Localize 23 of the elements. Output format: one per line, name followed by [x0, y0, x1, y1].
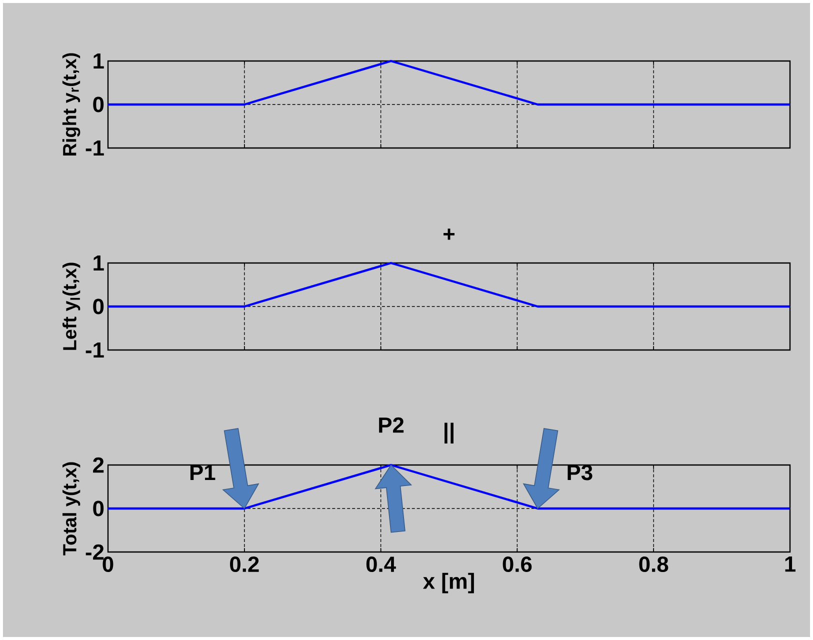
- y-axis-title: Total y(t,x): [62, 462, 80, 556]
- x-tick-label: 0.6: [502, 556, 532, 572]
- x-tick-label: 0.2: [230, 556, 259, 572]
- y-tick-label: -2: [86, 544, 104, 560]
- x-tick-label: 0.4: [366, 556, 396, 572]
- x-tick-label: 0.8: [639, 556, 668, 572]
- y-axis-title: Right y$_{r}$(t,x): [62, 53, 80, 156]
- y-tick-label: 0: [93, 500, 104, 516]
- x-axis-title: x [m]: [422, 572, 474, 594]
- y-tick-label: 2: [93, 457, 104, 473]
- x-tick-label: 1: [785, 556, 796, 572]
- y-tick-label: -1: [86, 342, 104, 358]
- chart-title: +: [444, 228, 455, 240]
- y-tick-label: 0: [93, 96, 104, 112]
- annotation: P2: [379, 417, 404, 433]
- chart-title: ||: [444, 422, 454, 444]
- y-tick-label: -1: [86, 140, 104, 156]
- y-tick-label: 1: [94, 53, 104, 69]
- y-axis-title: Left y$_{l}$(t,x): [62, 262, 80, 350]
- y-tick-label: 0: [93, 298, 104, 314]
- y-tick-label: 1: [94, 255, 104, 271]
- annotation: P3: [568, 464, 592, 480]
- annotation: P1: [190, 464, 216, 480]
